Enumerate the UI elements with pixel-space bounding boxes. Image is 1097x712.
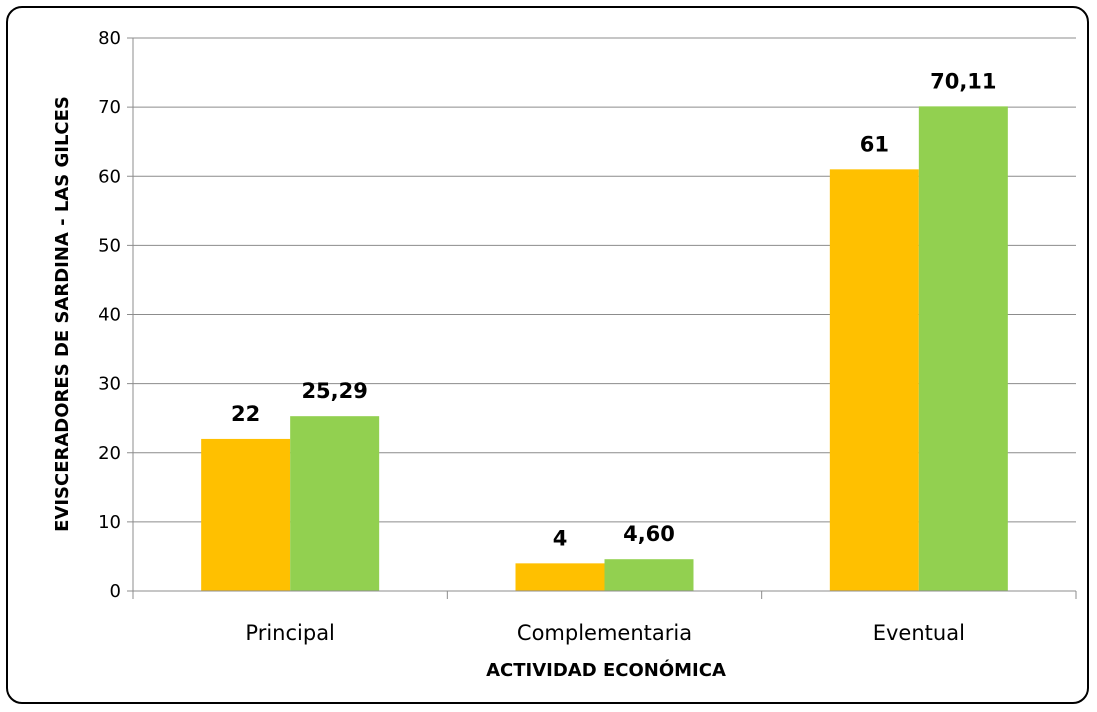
x-tick-label: Eventual bbox=[873, 621, 965, 645]
y-tick-label: 70 bbox=[98, 97, 121, 118]
bar-complementaria-series-2 bbox=[604, 559, 694, 591]
data-labels: 22 25,29 4 4,60 61 70,11 bbox=[231, 69, 997, 550]
data-label: 61 bbox=[860, 132, 889, 156]
y-tick-label: 80 bbox=[98, 28, 121, 49]
y-tick-label: 10 bbox=[98, 512, 121, 533]
axes: 0 10 20 30 40 50 60 70 80 Principal Complementaria… bbox=[98, 28, 1077, 645]
bars bbox=[201, 106, 1008, 591]
bar-eventual-series-1 bbox=[829, 169, 919, 591]
bar-principal-series-1 bbox=[201, 438, 291, 591]
y-tick-label: 30 bbox=[98, 374, 121, 395]
bar-principal-series-2 bbox=[290, 416, 380, 591]
x-axis-title: ACTIVIDAD ECONÓMICA bbox=[486, 659, 726, 681]
y-axis-title: EVISCERADORES DE SARDINA - LAS GILCES bbox=[52, 96, 73, 532]
data-label: 4,60 bbox=[623, 522, 675, 546]
y-tick-label: 20 bbox=[98, 443, 121, 464]
data-label: 25,29 bbox=[301, 379, 367, 403]
bar-complementaria-series-1 bbox=[515, 563, 605, 591]
y-tick-label: 0 bbox=[110, 581, 121, 602]
y-tick-label: 50 bbox=[98, 235, 121, 256]
y-tick-label: 40 bbox=[98, 305, 121, 326]
x-tick-label: Complementaria bbox=[517, 621, 692, 645]
x-tick-label: Principal bbox=[245, 621, 335, 645]
data-label: 22 bbox=[231, 402, 260, 426]
data-label: 4 bbox=[553, 526, 568, 550]
bar-eventual-series-2 bbox=[918, 106, 1008, 591]
y-tick-label: 60 bbox=[98, 166, 121, 187]
data-label: 70,11 bbox=[930, 69, 996, 93]
